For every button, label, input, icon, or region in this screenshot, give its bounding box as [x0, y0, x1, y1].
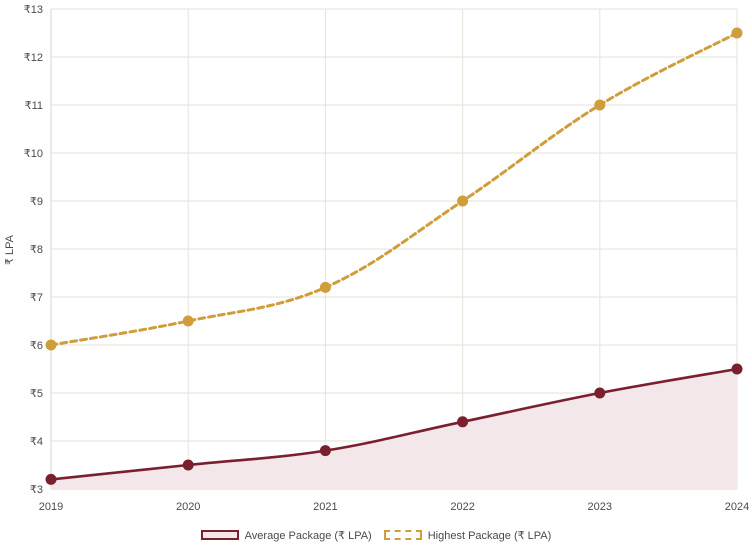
y-axis-label: ₹ LPA	[4, 234, 16, 265]
legend-swatch-average	[200, 530, 239, 540]
y-tick-label: ₹10	[24, 148, 43, 160]
y-tick-label: ₹12	[24, 52, 43, 64]
series-average	[45, 363, 743, 489]
data-point[interactable]	[594, 387, 606, 399]
series-line	[49, 31, 739, 347]
legend-item-average[interactable]: Average Package (₹ LPA)	[200, 529, 372, 542]
series-layer	[45, 27, 743, 489]
data-point[interactable]	[594, 99, 606, 111]
x-tick-label: 2023	[588, 501, 612, 513]
data-point[interactable]	[45, 473, 57, 485]
x-axis-ticks: 2019 2020 2021 2022 2023 2024	[39, 501, 749, 513]
data-point[interactable]	[731, 363, 743, 375]
y-tick-label: ₹6	[30, 340, 43, 352]
x-tick-label: 2020	[176, 501, 200, 513]
data-point[interactable]	[182, 459, 194, 471]
y-axis-ticks: ₹3 ₹4 ₹5 ₹6 ₹7 ₹8 ₹9 ₹10 ₹11 ₹12 ₹13	[24, 4, 43, 496]
x-tick-label: 2024	[725, 501, 749, 513]
series-highest	[45, 27, 743, 351]
y-tick-label: ₹9	[30, 196, 43, 208]
y-tick-label: ₹5	[30, 388, 43, 400]
y-tick-label: ₹13	[24, 4, 43, 16]
legend-swatch-highest	[383, 530, 422, 540]
x-tick-label: 2022	[450, 501, 474, 513]
data-point[interactable]	[731, 27, 743, 39]
series-line	[49, 367, 739, 481]
data-point[interactable]	[319, 445, 331, 457]
data-point[interactable]	[457, 195, 469, 207]
legend-item-highest[interactable]: Highest Package (₹ LPA)	[383, 529, 552, 542]
line-chart: ₹3₹4₹5₹6₹7₹8₹9₹10₹11₹12₹13 2019 2020 2021 2…	[4, 4, 749, 513]
y-tick-label: ₹8	[30, 244, 43, 256]
data-point[interactable]	[457, 416, 469, 428]
y-tick-label: ₹4	[30, 436, 43, 448]
data-point[interactable]	[319, 281, 331, 293]
data-point[interactable]	[45, 339, 57, 351]
series-area	[51, 369, 737, 489]
legend-label-highest: Highest Package (₹ LPA)	[427, 529, 552, 542]
y-tick-label: ₹7	[30, 292, 43, 304]
y-tick-label: ₹11	[25, 100, 43, 112]
legend-label-average: Average Package (₹ LPA)	[244, 529, 372, 542]
legend: Average Package (₹ LPA) Highest Package …	[0, 524, 752, 546]
x-tick-label: 2021	[313, 501, 337, 513]
data-point[interactable]	[182, 315, 194, 327]
y-tick-label: ₹3	[30, 484, 43, 496]
x-tick-label: 2019	[39, 501, 63, 513]
